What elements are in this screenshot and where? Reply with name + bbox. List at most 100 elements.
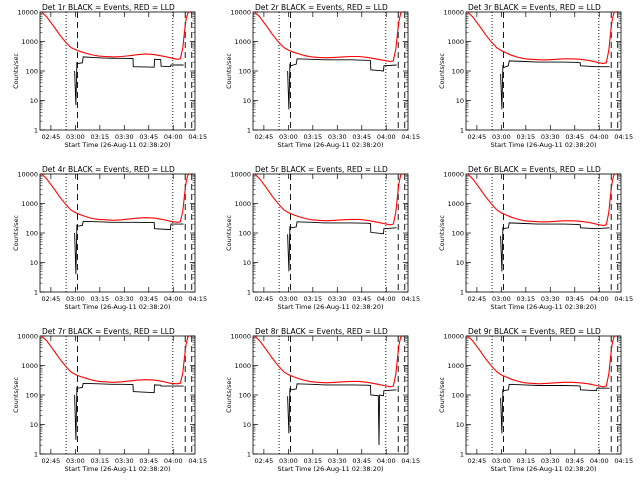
events-series-line bbox=[290, 221, 397, 235]
x-tick-label: 03:00 bbox=[66, 457, 85, 465]
y-tick-label: 100 bbox=[239, 68, 251, 76]
x-tick-label: 02:45 bbox=[468, 457, 487, 465]
detector-panel-8: Det 8r BLACK = Events, RED = LLD 1 10 100 10… bbox=[225, 327, 420, 473]
panel-title: Det 7r BLACK = Events, RED = LLD bbox=[42, 327, 175, 336]
y-tick-label: 1 bbox=[460, 289, 464, 297]
y-tick-label: 1000 bbox=[234, 38, 251, 46]
x-tick-label: 03:45 bbox=[565, 295, 584, 303]
y-axis-label: Counts/sec bbox=[12, 53, 20, 89]
x-tick-label: 02:45 bbox=[255, 133, 274, 141]
y-tick-label: 10 bbox=[456, 421, 464, 429]
x-tick-label: 04:00 bbox=[377, 295, 396, 303]
x-tick-label: 04:15 bbox=[188, 457, 207, 465]
x-tick-label: 03:15 bbox=[90, 133, 109, 141]
y-tick-label: 1 bbox=[247, 127, 251, 135]
x-tick-label: 03:30 bbox=[541, 295, 560, 303]
y-tick-label: 1000 bbox=[234, 200, 251, 208]
events-series-line bbox=[500, 226, 504, 272]
events-series-line bbox=[503, 383, 610, 392]
plot-frame bbox=[252, 335, 409, 455]
x-tick-label: 03:15 bbox=[516, 295, 535, 303]
x-tick-label: 03:30 bbox=[541, 457, 560, 465]
y-tick-label: 1000 bbox=[21, 38, 38, 46]
y-axis-label: Counts/sec bbox=[225, 53, 233, 89]
y-tick-label: 10 bbox=[456, 259, 464, 267]
y-tick-label: 1000 bbox=[447, 362, 464, 370]
events-series-line bbox=[287, 226, 291, 272]
panel-title: Det 1r BLACK = Events, RED = LLD bbox=[42, 3, 175, 12]
x-tick-label: 03:30 bbox=[328, 133, 347, 141]
panel-title: Det 3r BLACK = Events, RED = LLD bbox=[468, 3, 601, 12]
events-series-line bbox=[290, 58, 397, 72]
y-tick-label: 1 bbox=[34, 127, 38, 135]
detector-panel-9: Det 9r BLACK = Events, RED = LLD 1 10 100 10… bbox=[438, 327, 633, 473]
x-tick-label: 03:15 bbox=[516, 133, 535, 141]
x-tick-label: 03:00 bbox=[492, 457, 511, 465]
x-tick-label: 03:00 bbox=[66, 295, 85, 303]
panel-title: Det 4r BLACK = Events, RED = LLD bbox=[42, 165, 175, 174]
y-tick-label: 10000 bbox=[230, 9, 251, 17]
y-axis-label: Counts/sec bbox=[225, 215, 233, 251]
x-tick-label: 03:30 bbox=[115, 295, 134, 303]
x-tick-label: 03:30 bbox=[115, 457, 134, 465]
x-axis-label: Start Time (26-Aug-11 02:38:20) bbox=[490, 141, 596, 149]
x-axis-label: Start Time (26-Aug-11 02:38:20) bbox=[64, 141, 170, 149]
lld-series-line bbox=[41, 173, 190, 223]
y-tick-label: 100 bbox=[26, 230, 38, 238]
events-series-line bbox=[74, 62, 78, 106]
x-tick-label: 04:15 bbox=[614, 295, 633, 303]
x-tick-label: 04:00 bbox=[590, 295, 609, 303]
x-tick-label: 03:15 bbox=[303, 295, 322, 303]
lld-series-line bbox=[467, 11, 616, 65]
plot-frame bbox=[252, 173, 409, 293]
x-tick-label: 03:30 bbox=[328, 295, 347, 303]
y-axis-label: Counts/sec bbox=[438, 53, 446, 89]
x-axis-label: Start Time (26-Aug-11 02:38:20) bbox=[490, 303, 596, 311]
panel-title: Det 9r BLACK = Events, RED = LLD bbox=[468, 327, 601, 336]
y-tick-label: 10 bbox=[243, 97, 251, 105]
y-tick-label: 10 bbox=[243, 259, 251, 267]
x-tick-label: 02:45 bbox=[255, 457, 274, 465]
x-tick-label: 04:15 bbox=[401, 133, 420, 141]
x-tick-label: 03:45 bbox=[352, 133, 371, 141]
x-tick-label: 03:45 bbox=[139, 133, 158, 141]
x-tick-label: 03:15 bbox=[90, 295, 109, 303]
panel-title: Det 6r BLACK = Events, RED = LLD bbox=[468, 165, 601, 174]
events-series-line bbox=[290, 383, 397, 446]
plot-frame bbox=[465, 11, 622, 131]
plot-frame bbox=[39, 173, 196, 293]
detector-panel-1: Det 1r BLACK = Events, RED = LLD 1 10 100 10… bbox=[12, 3, 207, 149]
plot-frame bbox=[252, 11, 409, 131]
y-tick-label: 1000 bbox=[447, 200, 464, 208]
detector-panel-2: Det 2r BLACK = Events, RED = LLD 1 10 100 10… bbox=[225, 3, 420, 149]
events-series-line bbox=[503, 222, 610, 230]
y-tick-label: 100 bbox=[239, 230, 251, 238]
y-tick-label: 1 bbox=[460, 127, 464, 135]
x-tick-label: 02:45 bbox=[468, 133, 487, 141]
lld-series-line bbox=[254, 173, 403, 226]
y-tick-label: 10000 bbox=[443, 171, 464, 179]
x-tick-label: 02:45 bbox=[42, 133, 61, 141]
y-tick-label: 1 bbox=[247, 451, 251, 459]
x-tick-label: 03:00 bbox=[279, 295, 298, 303]
x-tick-label: 04:15 bbox=[188, 295, 207, 303]
y-tick-label: 1 bbox=[34, 289, 38, 297]
y-axis-label: Counts/sec bbox=[438, 377, 446, 413]
lld-series-line bbox=[254, 335, 403, 388]
x-axis-label: Start Time (26-Aug-11 02:38:20) bbox=[64, 465, 170, 473]
y-tick-label: 10 bbox=[243, 421, 251, 429]
y-axis-label: Counts/sec bbox=[225, 377, 233, 413]
panel-title: Det 8r BLACK = Events, RED = LLD bbox=[255, 327, 388, 336]
x-tick-label: 02:45 bbox=[42, 457, 61, 465]
lld-series-line bbox=[41, 335, 190, 385]
events-series-line bbox=[500, 64, 504, 110]
y-tick-label: 10 bbox=[30, 421, 38, 429]
y-tick-label: 1 bbox=[247, 289, 251, 297]
lld-series-line bbox=[467, 173, 616, 227]
y-axis-label: Counts/sec bbox=[12, 215, 20, 251]
x-tick-label: 03:45 bbox=[139, 457, 158, 465]
x-tick-label: 04:00 bbox=[590, 133, 609, 141]
y-axis-label: Counts/sec bbox=[12, 377, 20, 413]
events-series-line bbox=[77, 56, 184, 68]
